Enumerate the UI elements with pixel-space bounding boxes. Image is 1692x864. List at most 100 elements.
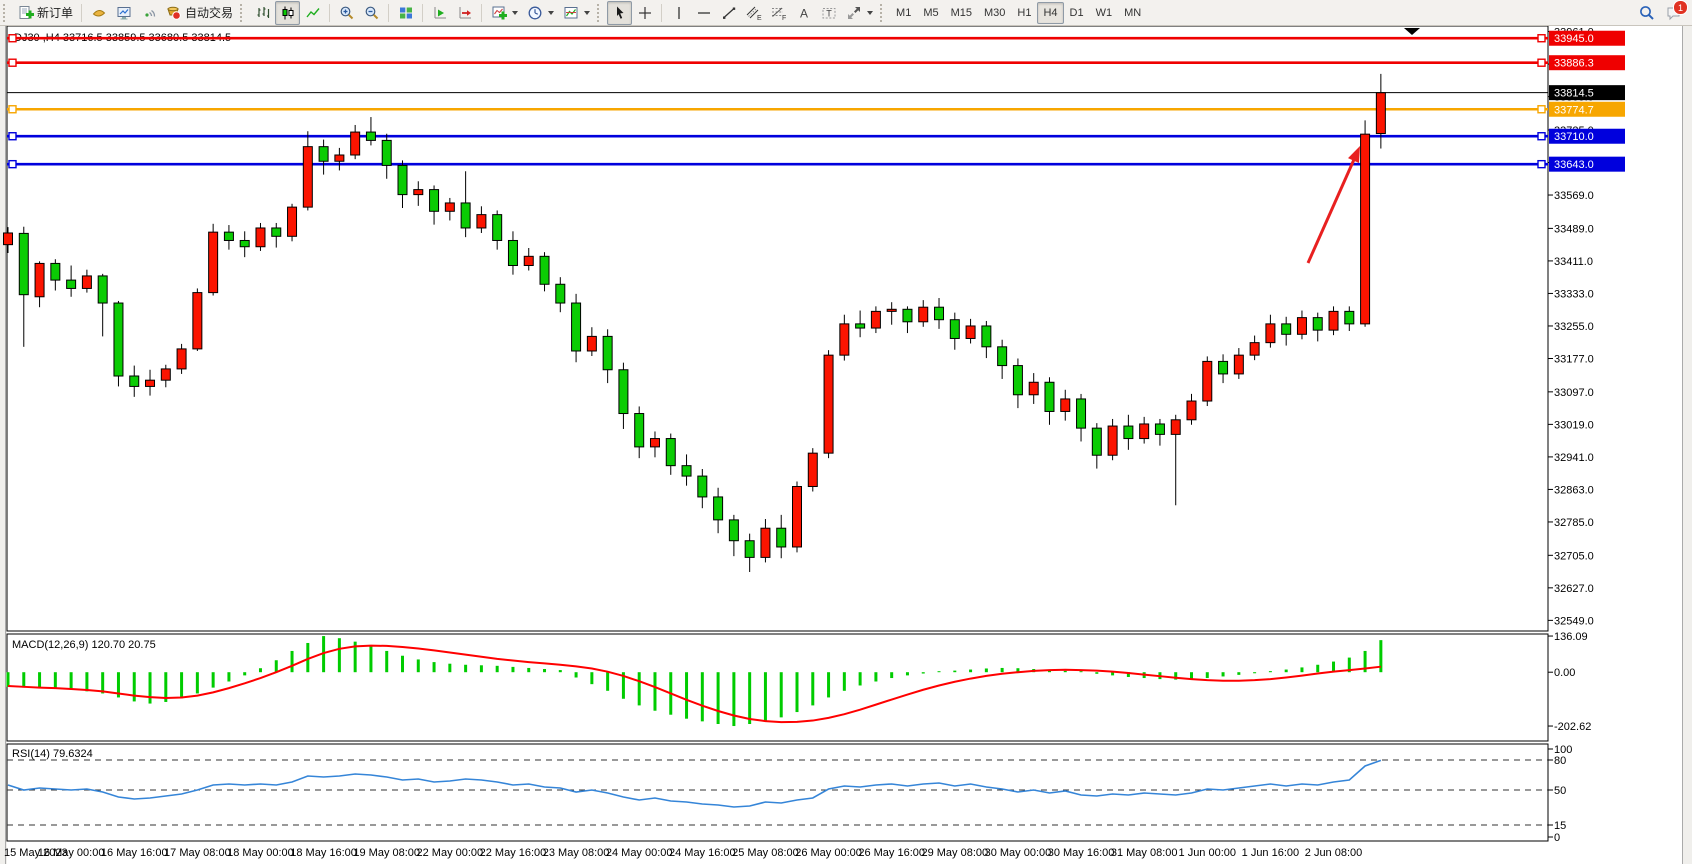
- macd-indicator: MACD(12,26,9) 120.70 20.75: [6, 636, 1383, 727]
- line-chart-icon: [304, 4, 321, 21]
- vertical-line-icon: [670, 4, 687, 21]
- svg-text:30 May 16:00: 30 May 16:00: [1048, 847, 1115, 859]
- macd-label: MACD(12,26,9) 120.70 20.75: [12, 639, 156, 651]
- timeframe-group: M1 M5 M15 M30 H1 H4 D1 W1 MN: [890, 1, 1147, 24]
- toolbar-grip: [3, 3, 9, 22]
- arrow-annotation[interactable]: [1306, 146, 1360, 264]
- autotrading-button[interactable]: 自动交易: [161, 1, 237, 25]
- indicators-icon: [490, 4, 507, 21]
- indicators-caret-icon: [512, 10, 519, 15]
- timeframe-d1-button[interactable]: D1: [1069, 6, 1084, 19]
- chart-shift-marker[interactable]: [1404, 28, 1420, 35]
- svg-text:33411.0: 33411.0: [1554, 256, 1593, 268]
- line-chart-mode-button[interactable]: [300, 1, 325, 25]
- horizontal-line-icon: [695, 4, 712, 21]
- svg-text:100: 100: [1554, 744, 1572, 756]
- svg-text:15 May 2023: 15 May 2023: [4, 847, 68, 859]
- periods-caret-icon: [548, 10, 555, 15]
- svg-text:33643.0: 33643.0: [1554, 159, 1594, 171]
- svg-text:33945.0: 33945.0: [1554, 33, 1594, 45]
- clock-icon: [526, 4, 543, 21]
- equidistant-channel-icon: E: [745, 4, 762, 21]
- fibonacci-icon: F: [770, 4, 787, 21]
- arrows-tool-button[interactable]: [841, 1, 877, 25]
- crosshair-tool-button[interactable]: [632, 1, 657, 25]
- svg-text:31 May 08:00: 31 May 08:00: [1111, 847, 1178, 859]
- tile-windows-icon: [397, 4, 414, 21]
- zoom-in-button[interactable]: [334, 1, 359, 25]
- hline-33774.7[interactable]: [7, 105, 1548, 114]
- timeframe-m1-button[interactable]: M1: [896, 6, 912, 19]
- svg-text:22 May 00:00: 22 May 00:00: [417, 847, 484, 859]
- macd-axis[interactable]: 136.09 0.00 -202.62: [1548, 631, 1591, 733]
- hline-33945.0[interactable]: [7, 34, 1548, 43]
- horizontal-lines[interactable]: [7, 34, 1548, 169]
- svg-text:32627.0: 32627.0: [1554, 583, 1594, 595]
- autotrading-label: 自动交易: [185, 6, 234, 20]
- trendline-tool-button[interactable]: [716, 1, 741, 25]
- ohlc-bars-icon: [254, 4, 271, 21]
- cursor-arrow-icon: [611, 4, 628, 21]
- cursor-tool-button[interactable]: [607, 0, 633, 25]
- channel-tool-button[interactable]: E: [741, 1, 766, 25]
- templates-button[interactable]: [558, 1, 594, 25]
- horizontal-line-tool-button[interactable]: [691, 1, 716, 25]
- new-order-button[interactable]: 新订单: [13, 1, 77, 25]
- fibonacci-tool-button[interactable]: F: [766, 1, 791, 25]
- svg-text:24 May 00:00: 24 May 00:00: [606, 847, 673, 859]
- svg-text:0.00: 0.00: [1554, 667, 1575, 679]
- signals-button[interactable]: [136, 1, 161, 25]
- svg-text:33886.3: 33886.3: [1554, 58, 1594, 70]
- periods-button[interactable]: [522, 1, 558, 25]
- candlestick-mode-button[interactable]: [275, 0, 301, 25]
- svg-text:16 May 16:00: 16 May 16:00: [101, 847, 168, 859]
- timeframe-m30-button[interactable]: M30: [984, 6, 1006, 19]
- vertical-line-tool-button[interactable]: [666, 1, 691, 25]
- text-label-tool-button[interactable]: T: [816, 1, 841, 25]
- arrows-caret-icon: [867, 10, 874, 15]
- timeframe-m15-button[interactable]: M15: [950, 6, 972, 19]
- svg-text:23 May 08:00: 23 May 08:00: [543, 847, 610, 859]
- text-tool-button[interactable]: A: [791, 1, 816, 25]
- zoom-in-icon: [338, 4, 355, 21]
- svg-text:32705.0: 32705.0: [1554, 550, 1594, 562]
- tile-windows-button[interactable]: [393, 1, 418, 25]
- indicators-button[interactable]: [486, 1, 522, 25]
- svg-text:0: 0: [1554, 832, 1560, 844]
- svg-text:33255.0: 33255.0: [1554, 321, 1594, 333]
- svg-text:32549.0: 32549.0: [1554, 615, 1594, 627]
- svg-text:29 May 08:00: 29 May 08:00: [921, 847, 988, 859]
- auto-scroll-button[interactable]: [427, 1, 452, 25]
- timeframe-h1-button[interactable]: H1: [1017, 6, 1032, 19]
- notification-badge: 1: [1673, 0, 1688, 15]
- hline-33886.3[interactable]: [7, 58, 1548, 67]
- svg-text:50: 50: [1554, 785, 1566, 797]
- hline-33710.0[interactable]: [7, 132, 1548, 141]
- svg-text:18 May 16:00: 18 May 16:00: [290, 847, 357, 859]
- chart-shift-button[interactable]: [452, 1, 477, 25]
- svg-text:33710.0: 33710.0: [1554, 131, 1594, 143]
- timeframe-mn-button[interactable]: MN: [1124, 6, 1142, 19]
- search-icon[interactable]: [1638, 4, 1655, 21]
- notifications-icon[interactable]: 1: [1665, 0, 1688, 21]
- svg-text:17 May 08:00: 17 May 08:00: [164, 847, 231, 859]
- svg-text:16 May 00:00: 16 May 00:00: [38, 847, 105, 859]
- signal-waves-icon: [140, 4, 157, 21]
- timeframe-h4-button[interactable]: H4: [1037, 1, 1064, 24]
- timeframe-m5-button[interactable]: M5: [923, 6, 939, 19]
- svg-text:33177.0: 33177.0: [1554, 353, 1594, 365]
- svg-text:A: A: [800, 6, 808, 20]
- hline-33643.0[interactable]: [7, 159, 1548, 169]
- metaeditor-button[interactable]: [111, 1, 136, 25]
- svg-text:18 May 00:00: 18 May 00:00: [227, 847, 294, 859]
- rsi-indicator: RSI(14) 79.6324: [7, 748, 1548, 826]
- market-watch-button[interactable]: [86, 1, 111, 25]
- current-price-label: [1549, 85, 1625, 101]
- timeframe-w1-button[interactable]: W1: [1095, 6, 1113, 19]
- bar-chart-mode-button[interactable]: [250, 1, 275, 25]
- svg-text:30 May 00:00: 30 May 00:00: [985, 847, 1052, 859]
- zoom-out-button[interactable]: [359, 1, 384, 25]
